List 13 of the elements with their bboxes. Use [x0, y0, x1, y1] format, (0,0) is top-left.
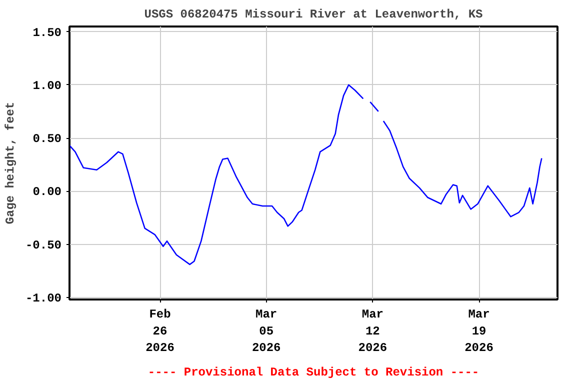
y-tick-label: 1.50: [32, 26, 62, 40]
x-tick-label: Mar 19 2026: [464, 308, 494, 356]
text: ---- Provisional Data Subject to Revision ----: [148, 366, 480, 380]
y-tick-label: 0.00: [32, 185, 62, 200]
x-tick-label: Feb 26 2026: [146, 308, 174, 356]
chart-title: USGS 06820475 Missouri River at Leavenworth, KS: [144, 8, 483, 22]
x-tick-label: Mar 12 2026: [358, 308, 388, 356]
y-tick-label: -0.50: [25, 238, 62, 252]
y-tick-label: 0.50: [32, 132, 62, 146]
y-tick-label: 1.00: [32, 78, 62, 93]
y-axis-title: Gage height, feet: [3, 102, 18, 224]
x-tick-label: Mar 05 2026: [252, 308, 281, 356]
y-tick-label: -1.00: [25, 291, 62, 306]
